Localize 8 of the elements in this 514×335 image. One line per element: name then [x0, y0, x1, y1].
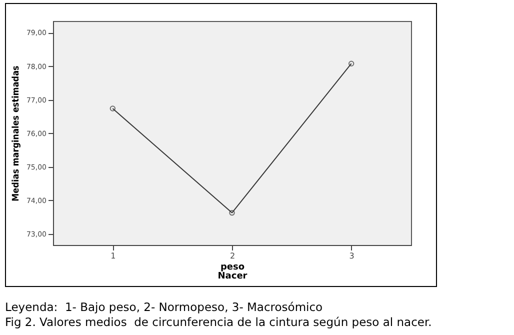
- x-tick-label: 3: [349, 252, 354, 260]
- x-tick-label: 2: [230, 252, 236, 260]
- caption: Fig 2. Valores medios de circunferencia de la cintura según peso al nacer.: [5, 315, 432, 330]
- y-axis-title: Medias marginales estimadas: [11, 65, 22, 202]
- x-tick-label: 1: [110, 252, 116, 260]
- point: [229, 210, 235, 216]
- text: Leyenda: 1- Bajo peso, 2- Normopeso, 3- Macrosómico: [5, 300, 324, 315]
- x-axis-title: peso Nacer: [218, 262, 248, 282]
